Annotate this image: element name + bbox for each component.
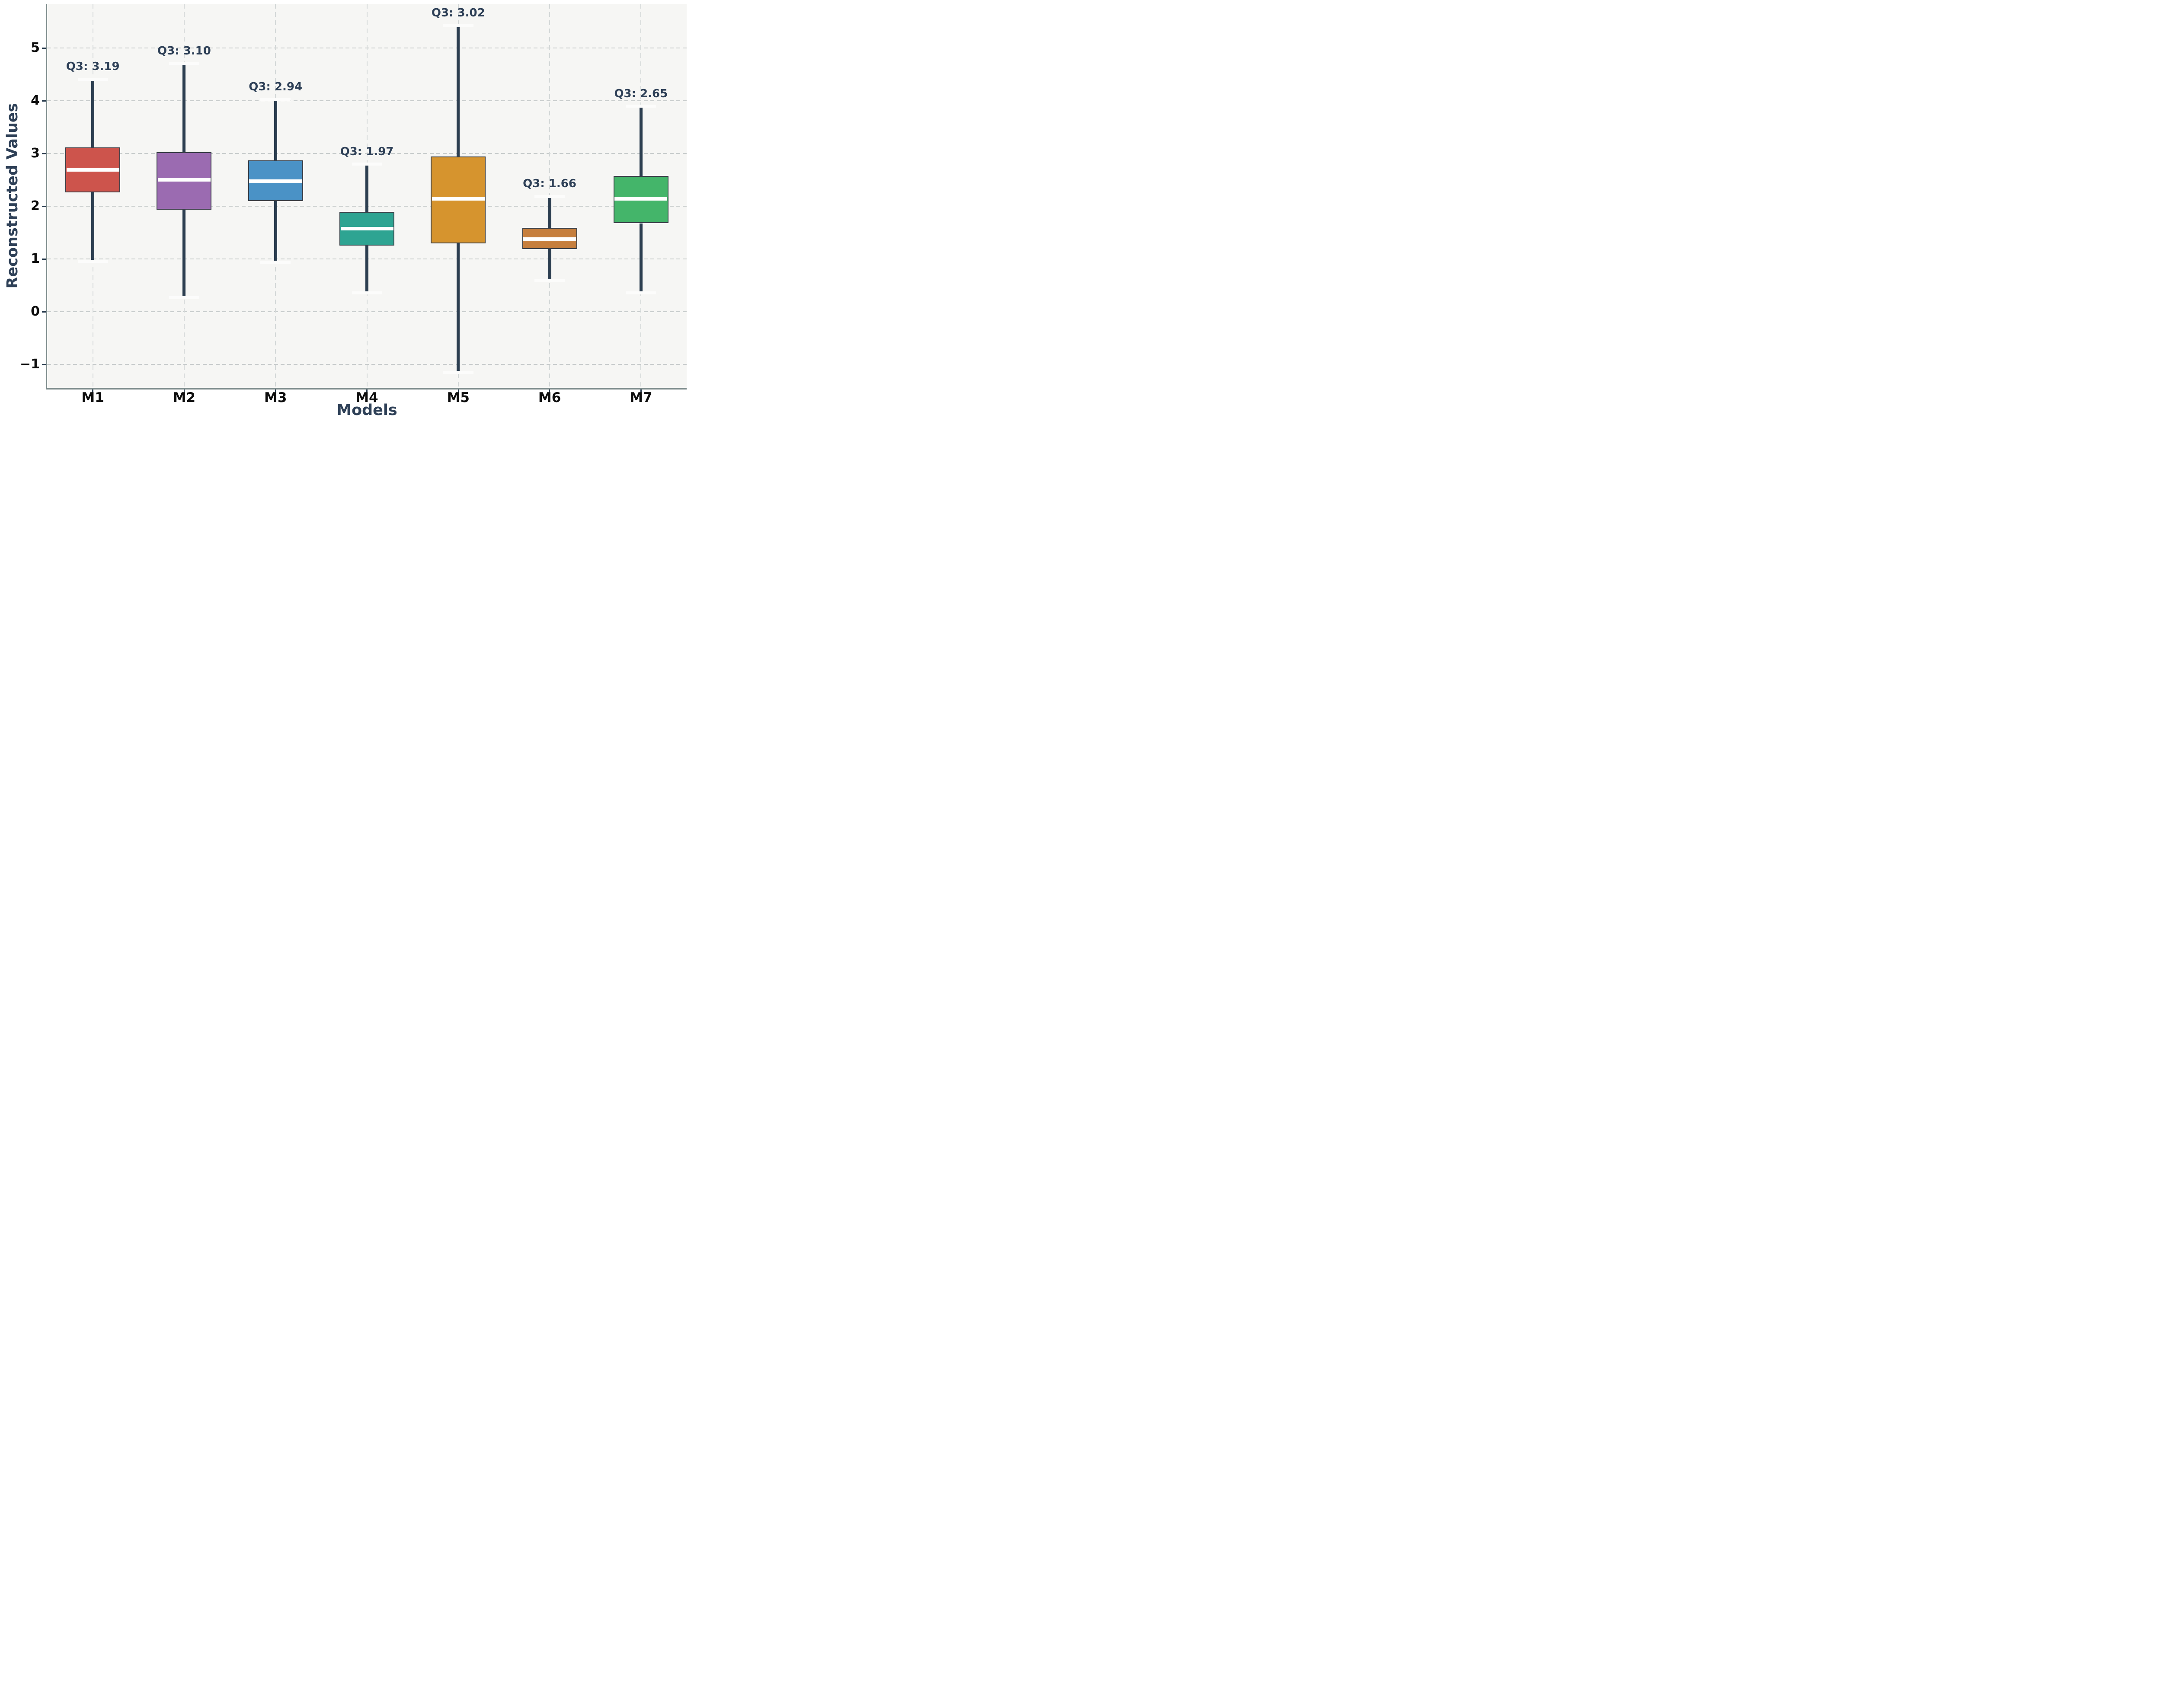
upper-whisker [365, 164, 368, 212]
y-tick-mark [42, 311, 46, 313]
y-tick-label: 1 [31, 251, 40, 266]
x-tick-label: M6 [538, 390, 561, 405]
x-tick-mark [92, 389, 93, 393]
y-axis-spine [45, 4, 47, 389]
lower-whisker [274, 201, 277, 262]
x-tick-mark [183, 389, 185, 393]
x-tick-label: M2 [173, 390, 196, 405]
upper-whisker-cap [443, 24, 473, 27]
q3-annotation: Q3: 1.97 [340, 145, 394, 158]
lower-whisker [182, 209, 186, 298]
q3-annotation: Q3: 1.66 [523, 177, 576, 191]
median-line [432, 197, 485, 201]
median-line [340, 227, 393, 230]
upper-whisker [548, 196, 551, 228]
x-tick-mark [549, 389, 550, 393]
median-line [523, 237, 576, 241]
x-axis-spine [45, 388, 687, 389]
upper-whisker-cap [260, 98, 291, 101]
y-tick-mark [42, 153, 46, 154]
lower-whisker-cap [626, 291, 656, 295]
q3-annotation: Q3: 3.19 [66, 60, 120, 73]
median-line [614, 197, 668, 201]
upper-whisker-cap [352, 163, 382, 166]
upper-whisker-cap [534, 195, 565, 198]
y-tick-label: 0 [31, 304, 40, 319]
x-tick-mark [640, 389, 642, 393]
upper-whisker-cap [169, 62, 199, 65]
lower-whisker-cap [443, 371, 473, 374]
lower-whisker [365, 245, 368, 293]
x-tick-mark [457, 389, 459, 393]
upper-whisker [457, 26, 460, 156]
q3-annotation: Q3: 2.94 [249, 80, 303, 93]
lower-whisker [91, 192, 95, 262]
y-tick-mark [42, 206, 46, 207]
q3-annotation: Q3: 3.10 [157, 44, 211, 57]
x-tick-label: M1 [81, 390, 104, 405]
y-tick-mark [42, 364, 46, 365]
lower-whisker-cap [77, 259, 108, 263]
y-tick-label: 5 [31, 40, 40, 55]
y-axis-title: Reconstructed Values [4, 103, 21, 289]
x-axis-title: Models [336, 402, 397, 419]
x-tick-mark [366, 389, 368, 393]
y-tick-label: 3 [31, 146, 40, 161]
lower-whisker [639, 223, 643, 293]
x-tick-label: M3 [264, 390, 287, 405]
plot-area: Q3: 3.19 Q3: 3.10 Q3: 2.94 Q3: 1.97 Q3: 3.02… [47, 4, 687, 388]
lower-whisker-cap [169, 296, 199, 300]
upper-whisker [274, 99, 277, 161]
x-tick-label: M5 [447, 390, 470, 405]
q3-annotation: Q3: 2.65 [614, 87, 668, 100]
q3-annotation: Q3: 3.02 [431, 6, 485, 19]
lower-whisker-cap [260, 261, 291, 264]
y-tick-label: 4 [31, 93, 40, 108]
lower-whisker-cap [352, 291, 382, 295]
y-tick-mark [42, 100, 46, 102]
upper-whisker [639, 106, 643, 176]
lower-whisker [548, 249, 551, 281]
y-tick-mark [42, 48, 46, 49]
upper-whisker-cap [626, 105, 656, 108]
y-tick-label: 2 [31, 198, 40, 214]
x-tick-label: M7 [630, 390, 652, 405]
median-line [249, 179, 302, 183]
lower-whisker [457, 243, 460, 373]
lower-whisker-cap [534, 279, 565, 282]
y-tick-mark [42, 259, 46, 260]
upper-whisker-cap [77, 77, 108, 81]
boxplot-figure: Q3: 3.19 Q3: 3.10 Q3: 2.94 Q3: 1.97 Q3: 3.02… [0, 0, 688, 427]
median-line [66, 168, 119, 172]
y-tick-label: −1 [19, 357, 40, 372]
median-line [157, 178, 211, 182]
x-tick-label: M4 [355, 390, 378, 405]
x-tick-mark [275, 389, 276, 393]
upper-whisker [91, 79, 95, 147]
upper-whisker [182, 63, 186, 152]
